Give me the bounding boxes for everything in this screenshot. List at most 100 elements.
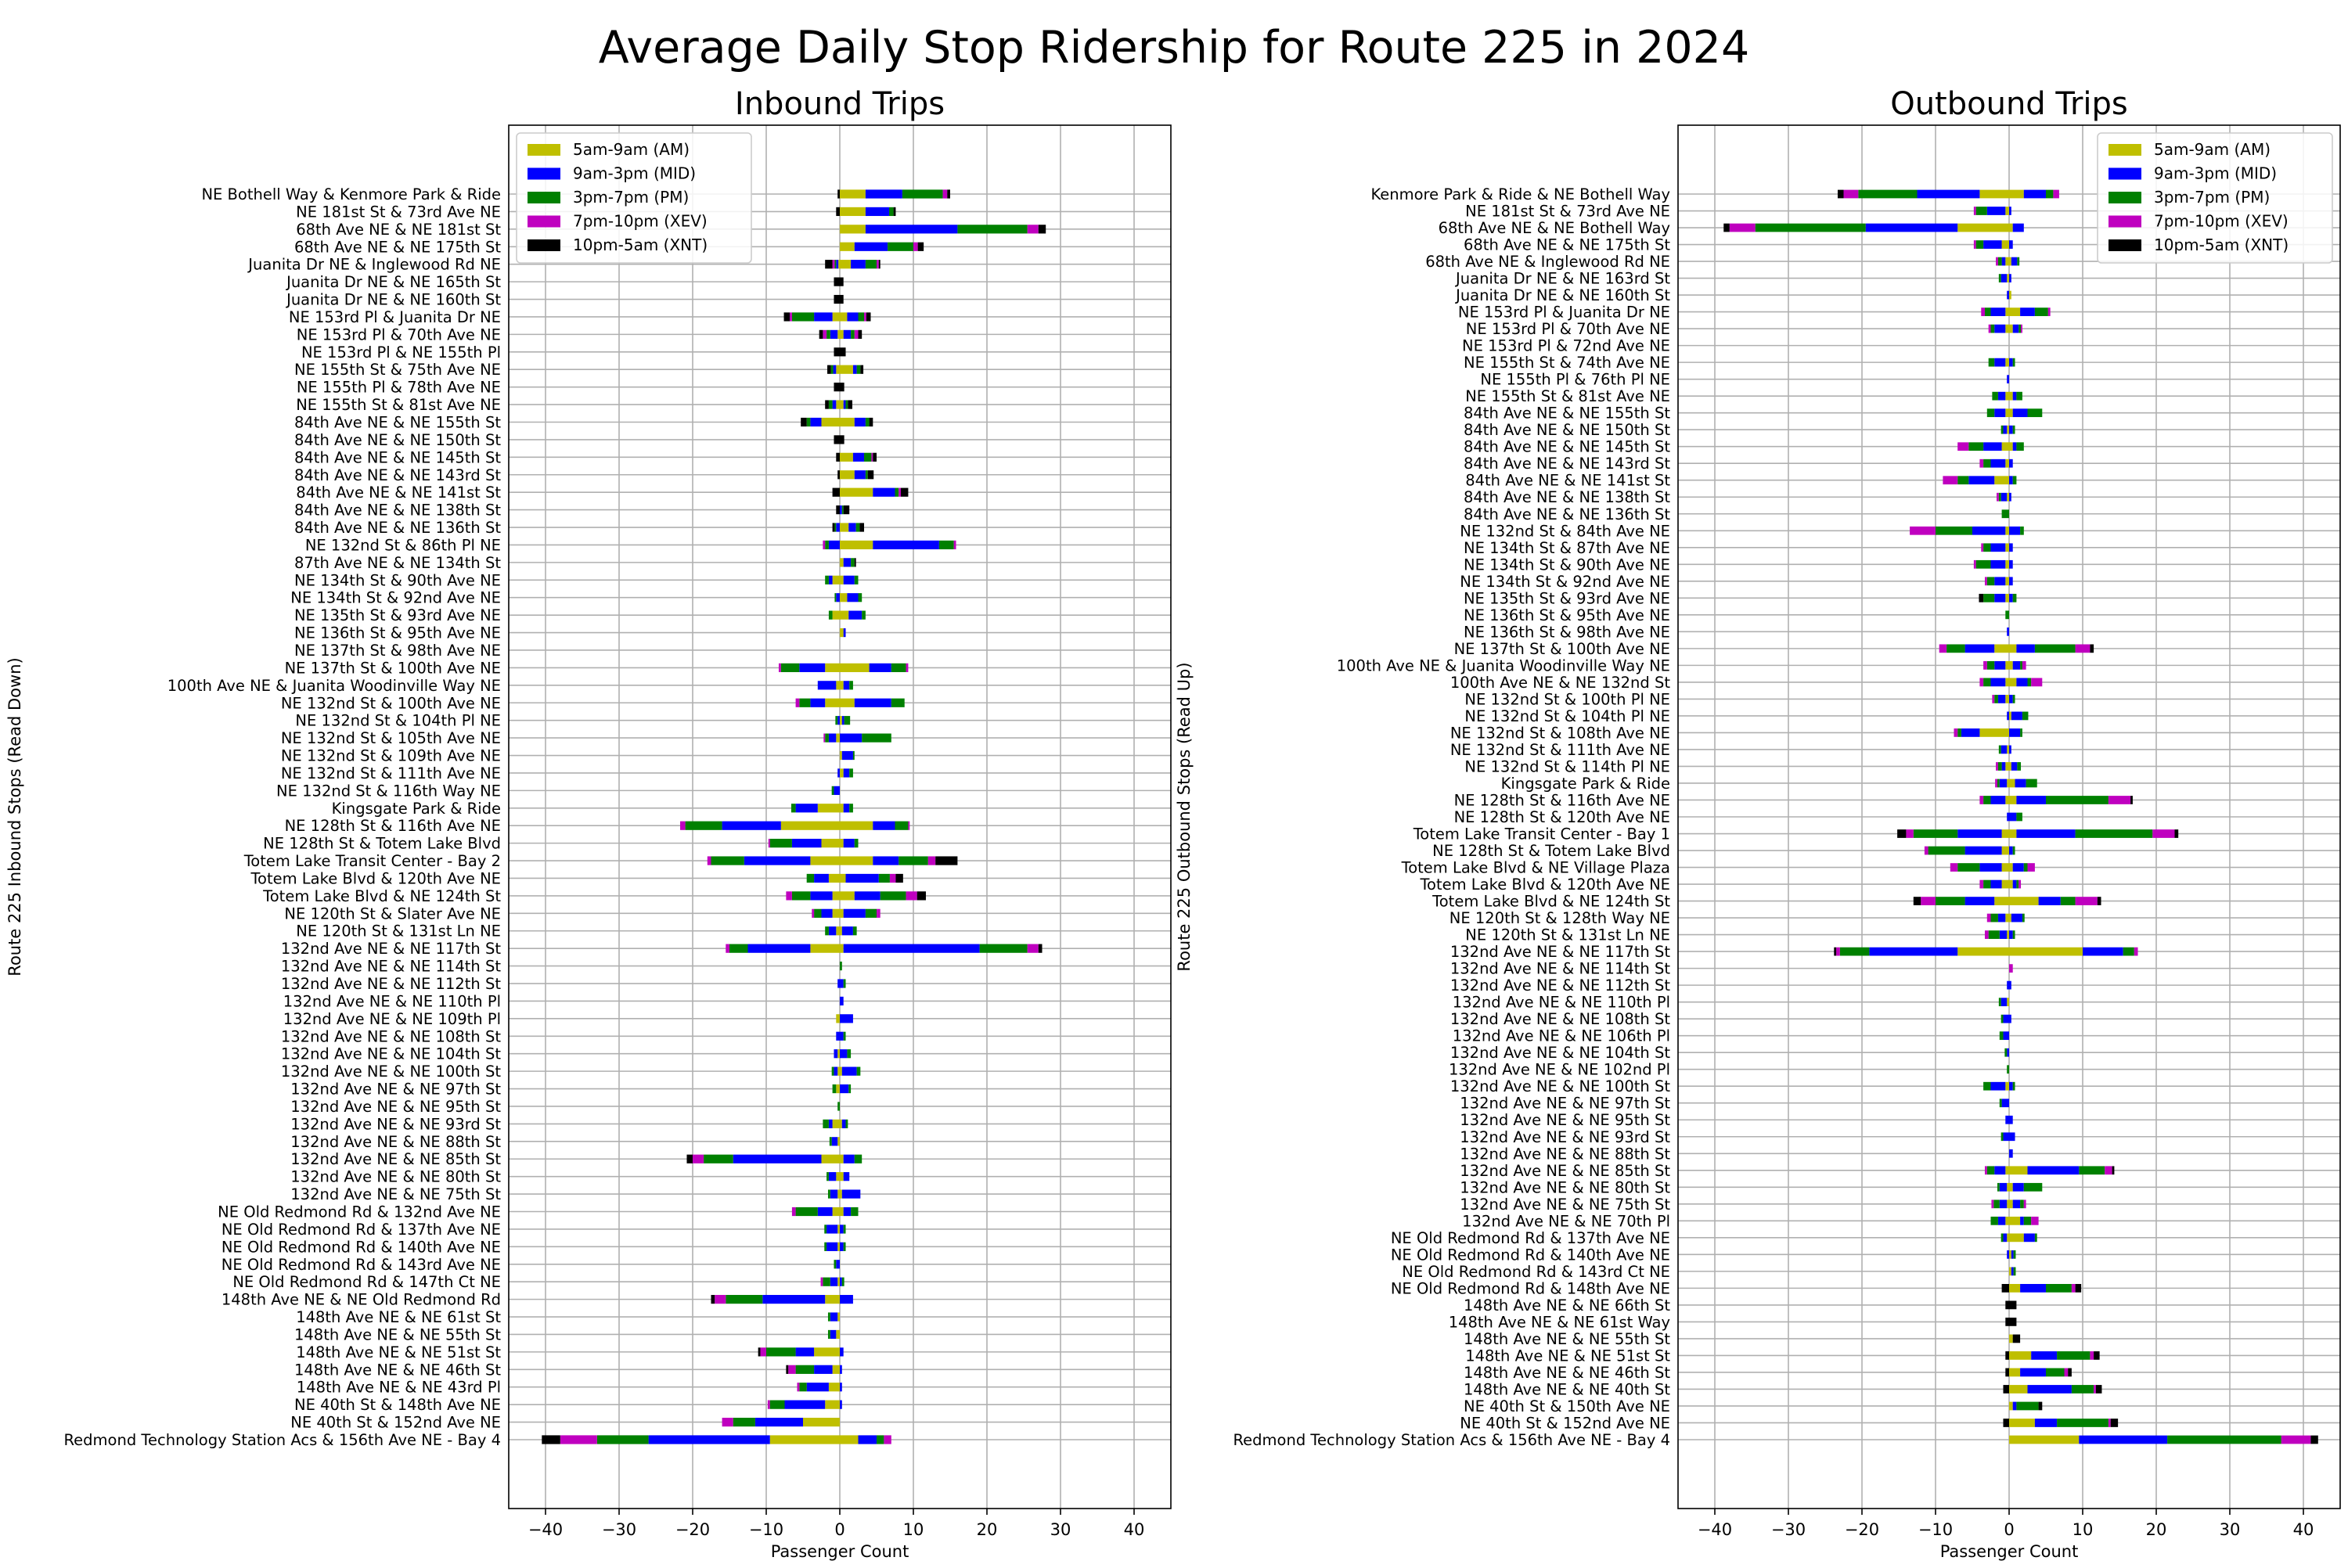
y-tick-label: 148th Ave NE & NE 66th St (1464, 1296, 1670, 1314)
x-tick-label: 0 (834, 1520, 844, 1539)
y-tick-label: NE 128th St & 116th Ave NE (285, 817, 501, 835)
bar-segment (843, 944, 980, 953)
x-tick-label: −10 (1918, 1520, 1953, 1539)
bar-segment (783, 312, 790, 322)
bar-segment (766, 1347, 796, 1357)
bar-segment (840, 873, 846, 883)
bar-segment (840, 1225, 844, 1234)
bar-segment (810, 944, 840, 953)
bar-segment (2020, 1216, 2024, 1225)
bar-segment (957, 225, 1028, 234)
bar-segment (2020, 526, 2024, 535)
bar-segment (860, 365, 864, 374)
bar-segment (2005, 1318, 2009, 1326)
bar-segment (848, 1084, 852, 1094)
bar-segment (837, 1102, 840, 1111)
bar-segment (979, 944, 1028, 953)
bar-segment (814, 1365, 833, 1374)
y-tick-label: NE 128th St & Totem Lake Blvd (263, 835, 501, 853)
y-tick-label: 132nd Ave NE & NE 114th St (1450, 960, 1671, 978)
bar-segment (1995, 779, 1997, 788)
bar-segment (2023, 1199, 2026, 1209)
bar-segment (843, 1207, 852, 1217)
y-tick-label: Juanita Dr NE & Inglewood Rd NE (247, 256, 501, 274)
bar-segment (837, 716, 840, 725)
bar-segment (2009, 1385, 2028, 1394)
bar-segment (899, 856, 928, 865)
bar-segment (2000, 1233, 2004, 1243)
bar-segment (849, 804, 853, 813)
bar-segment (2009, 1318, 2017, 1326)
bar-segment (840, 1049, 848, 1059)
bar-segment (843, 768, 850, 778)
bar-segment (2007, 425, 2009, 434)
bar-segment (2001, 762, 2006, 771)
legend-label: 7pm-10pm (XEV) (573, 212, 708, 231)
bar-segment (2071, 1385, 2094, 1394)
bar-segment (840, 1014, 853, 1023)
bar-segment (2016, 879, 2019, 889)
figure-suptitle: Average Daily Stop Ridership for Route 2… (599, 22, 1749, 74)
bar-segment (2005, 559, 2009, 569)
bar-segment (2281, 1435, 2311, 1444)
bar-segment (841, 505, 844, 515)
y-axis-label: Route 225 Outbound Stops (Read Up) (1175, 662, 1194, 971)
bar-segment (2011, 913, 2022, 922)
bar-segment (2011, 711, 2022, 721)
bar-segment (840, 698, 855, 707)
bar-segment (840, 452, 853, 462)
bar-segment (1990, 913, 1998, 922)
bar-segment (2011, 1267, 2014, 1276)
bar-segment (2034, 1233, 2037, 1243)
bar-segment (843, 1172, 850, 1181)
bar-segment (833, 365, 837, 374)
bar-segment (1983, 879, 1991, 889)
legend-label: 9am-3pm (MID) (2154, 164, 2277, 183)
bar-segment (1994, 644, 2009, 653)
y-tick-label: NE 120th St & 128th Way NE (1449, 909, 1670, 927)
y-tick-label: 132nd Ave NE & NE 95th St (1460, 1111, 1670, 1129)
y-tick-label: 132nd Ave NE & NE 108th St (281, 1027, 502, 1045)
bar-segment (1994, 577, 2006, 586)
bar-segment (2009, 644, 2017, 653)
bar-segment (762, 1295, 826, 1304)
bar-segment (814, 312, 833, 322)
bar-segment (2012, 408, 2028, 418)
legend-swatch (528, 215, 560, 228)
bar-segment (889, 873, 896, 883)
y-tick-label: Juanita Dr NE & NE 160th St (1454, 286, 1670, 304)
y-tick-label: NE 120th St & 131st Ln NE (296, 922, 501, 940)
bar-segment (2007, 1199, 2009, 1209)
bar-segment (840, 1172, 844, 1181)
bar-segment (1981, 543, 1984, 552)
bar-segment (2005, 1351, 2009, 1360)
bar-segment (935, 856, 958, 865)
y-tick-label: NE Old Redmond Rd & 137th Ave NE (221, 1221, 501, 1239)
bar-segment (1984, 930, 1989, 939)
bar-segment (825, 733, 829, 743)
bar-segment (2023, 1233, 2035, 1243)
bar-segment (2079, 1435, 2168, 1444)
bar-segment (2005, 408, 2009, 418)
bar-segment (2038, 897, 2061, 905)
bar-segment (865, 225, 958, 234)
bar-segment (1999, 779, 2008, 788)
bar-segment (2009, 913, 2011, 922)
bar-segment (2000, 1132, 2004, 1142)
bar-segment (2016, 812, 2022, 822)
bar-segment (560, 1435, 597, 1444)
bar-segment (726, 944, 729, 953)
bar-segment (840, 1242, 844, 1251)
bar-segment (2009, 207, 2011, 215)
bar-segment (1984, 1166, 1987, 1175)
bar-segment (840, 312, 848, 322)
bar-segment (840, 435, 844, 444)
bar-segment (2009, 829, 2017, 838)
bar-segment (840, 575, 844, 584)
bar-segment (767, 1400, 770, 1409)
bar-segment (854, 470, 866, 480)
bar-segment (1834, 947, 1837, 956)
bar-segment (840, 207, 866, 217)
bar-segment (2003, 1132, 2009, 1142)
x-tick-label: 30 (1050, 1520, 1071, 1539)
